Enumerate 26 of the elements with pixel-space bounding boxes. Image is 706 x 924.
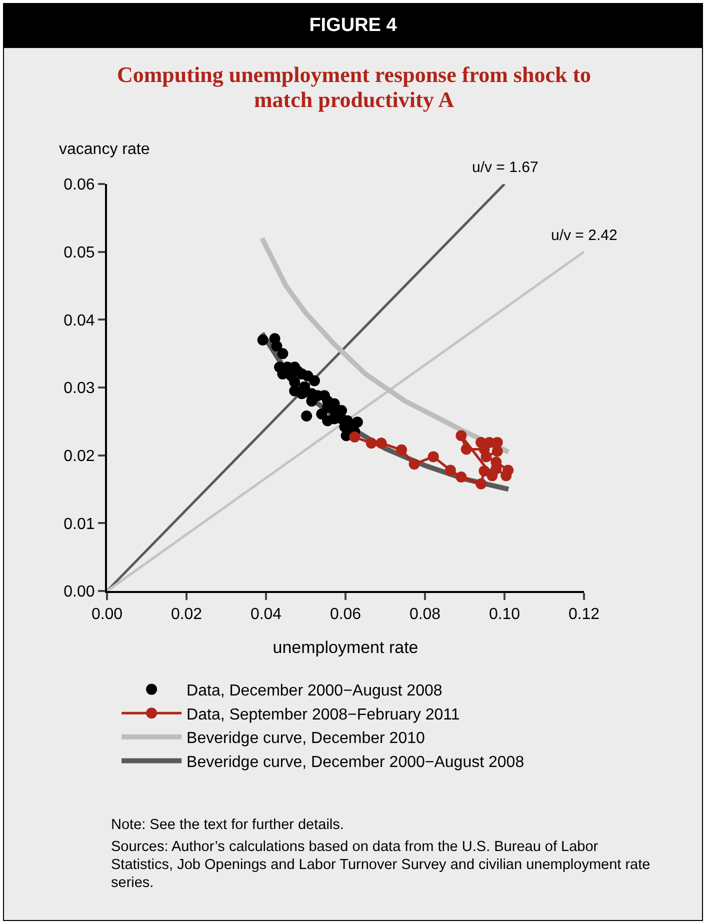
x-tick-label: 0.00 <box>91 606 123 624</box>
source-note: Sources: Author’s calculations based on data from the U.S. Bureau of Labor Statistics, Job Openings and Labor Turnover Survey and civilian unemployment rate series. <box>111 838 651 892</box>
y-tick-label: 0.05 <box>64 244 95 262</box>
annotation: u/v = 1.67 <box>472 159 538 176</box>
legend-label: Data, December 2000−August 2008 <box>186 682 442 700</box>
legend-label: Beveridge curve, December 2000−August 2008 <box>186 754 524 771</box>
y-tick-label: 0.04 <box>64 312 95 330</box>
x-tick-label: 0.06 <box>330 606 362 624</box>
y-tick-label: 0.06 <box>64 176 95 194</box>
y-tick-label: 0.03 <box>64 380 95 398</box>
x-tick-label: 0.02 <box>170 606 202 624</box>
legend-label: Beveridge curve, December 2010 <box>186 730 425 748</box>
x-tick-label: 0.12 <box>568 606 600 624</box>
annotation: u/v = 2.42 <box>551 227 618 244</box>
legend-label: Data, September 2008−February 2011 <box>186 706 460 724</box>
text: Note: See the text for further details. <box>111 816 345 834</box>
chart-title: FIGURE 4 <box>4 4 702 48</box>
y-tick-label: 0.02 <box>64 448 95 465</box>
chart-subtitle: Computing unemployment response from shock to match productivity A <box>116 62 592 112</box>
y-axis-title: vacancy rate <box>59 141 150 158</box>
x-tick-label: 0.10 <box>488 606 520 624</box>
x-axis-title: unemployment rate <box>272 638 418 657</box>
x-tick-label: 0.08 <box>409 606 441 624</box>
x-tick-label: 0.04 <box>250 606 282 624</box>
y-tick-label: 0.00 <box>64 584 95 601</box>
y-tick-label: 0.01 <box>64 516 95 533</box>
